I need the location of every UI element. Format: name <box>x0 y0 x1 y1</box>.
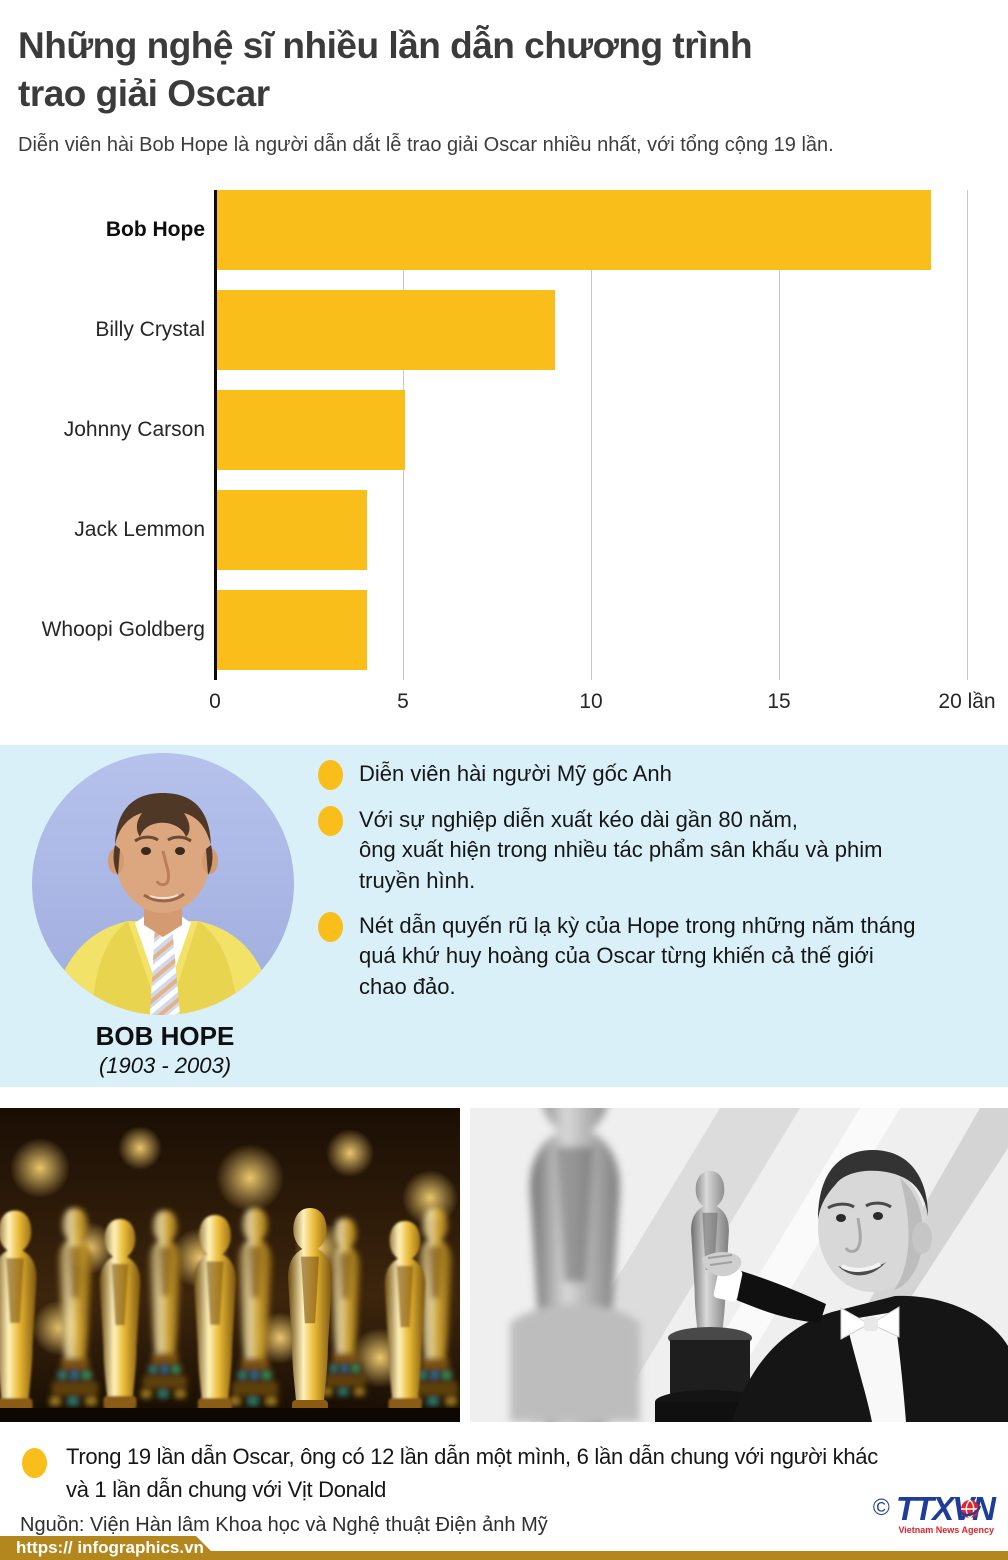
ttxvn-logo: © TTXVN Vietnam News Agency <box>834 1490 996 1535</box>
bob-hope-with-oscar-photo <box>470 1048 1008 1438</box>
profile-bullets: Diễn viên hài người Mỹ gốc Anh Với sự ngh… <box>318 759 973 1017</box>
bar-row: Bob Hope <box>0 190 1008 270</box>
bar-row: Jack Lemmon <box>0 490 1008 570</box>
profile-bullet-item: Nét dẫn quyến rũ lạ kỳ của Hope trong nh… <box>318 911 973 1002</box>
x-tick-label: 10 <box>579 690 603 713</box>
profile-panel: BOB HOPE (1903 - 2003) Diễn viên hài ngư… <box>0 745 1008 1087</box>
footnote-text: Trong 19 lần dẫn Oscar, ông có 12 lần dẫ… <box>66 1444 878 1502</box>
bob-hope-portrait-photo <box>32 753 294 1015</box>
bar <box>217 290 556 370</box>
footnote-bullet-icon <box>22 1448 47 1478</box>
x-tick-label: 15 <box>767 690 791 713</box>
bullet-text: Nét dẫn quyến rũ lạ kỳ của Hope trong nh… <box>359 913 916 999</box>
x-tick-label: 0 <box>209 690 221 713</box>
bullet-icon <box>318 912 343 943</box>
footer-bar <box>0 1551 1008 1560</box>
category-label: Billy Crystal <box>95 318 205 341</box>
bar <box>217 590 368 670</box>
footer-ribbon: https:// infographics.vn <box>0 1536 220 1560</box>
agency-caption: Vietnam News Agency <box>898 1525 994 1535</box>
bar <box>217 390 405 470</box>
bullet-text: Diễn viên hài người Mỹ gốc Anh <box>359 761 672 786</box>
profile-years: (1903 - 2003) <box>98 1053 232 1078</box>
x-tick-label: 20 lần <box>938 690 996 713</box>
bullet-text: Với sự nghiệp diễn xuất kéo dài gần 80 n… <box>359 807 883 893</box>
bar <box>217 190 932 270</box>
bar-row: Billy Crystal <box>0 290 1008 370</box>
gridline <box>591 190 592 680</box>
gridline <box>779 190 780 680</box>
chart-y-axis <box>214 190 217 680</box>
profile-name: BOB HOPE <box>95 1021 235 1051</box>
category-label: Bob Hope <box>105 218 205 241</box>
category-label: Johnny Carson <box>63 418 205 441</box>
profile-bullet-item: Diễn viên hài người Mỹ gốc Anh <box>318 759 973 790</box>
oscar-hosts-bar-chart: 0 5 10 15 20 lần Bob Hope Billy Crystal Johnny… <box>0 190 1008 730</box>
photo-strip <box>0 1048 1008 1464</box>
page-subtitle: Diễn viên hài Bob Hope là người dẫn dắt … <box>18 134 834 156</box>
profile-bullet-item: Với sự nghiệp diễn xuất kéo dài gần 80 n… <box>318 805 973 896</box>
bar-row: Whoopi Goldberg <box>0 590 1008 670</box>
source-text: Nguồn: Viện Hàn lâm Khoa học và Nghệ thu… <box>20 1514 548 1536</box>
bob-hope-figure <box>702 1150 1008 1422</box>
globe-icon <box>959 1499 981 1519</box>
copyright-icon: © <box>872 1494 890 1520</box>
bullet-icon <box>318 806 343 836</box>
bullet-icon <box>318 760 343 790</box>
bar-row: Johnny Carson <box>0 390 1008 470</box>
category-label: Jack Lemmon <box>74 518 205 541</box>
x-tick-label: 5 <box>397 690 409 713</box>
gridline <box>967 190 968 680</box>
page-title: Những nghệ sĩ nhiều lần dẫn chương trình… <box>18 25 753 115</box>
bob-hope-portrait-illustration <box>32 753 294 1015</box>
bar-rows: Bob Hope Billy Crystal Johnny Carson Jack L… <box>0 190 1008 690</box>
oscar-statuettes-photo <box>0 1108 462 1464</box>
bar <box>217 490 368 570</box>
footer-url: https:// infographics.vn <box>16 1538 204 1557</box>
ttxvn-wordmark: TTXVN <box>895 1490 996 1527</box>
category-label: Whoopi Goldberg <box>41 618 205 641</box>
